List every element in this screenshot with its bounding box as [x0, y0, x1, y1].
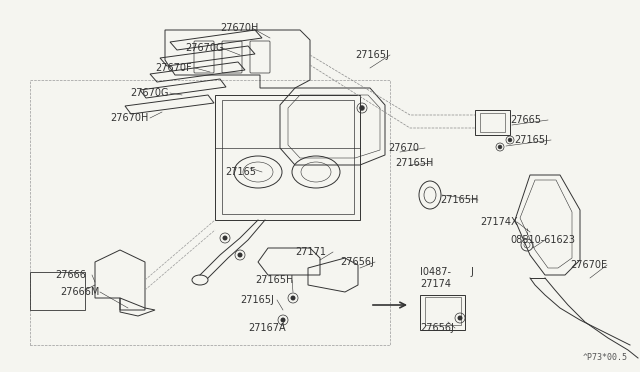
- Circle shape: [237, 253, 243, 257]
- Text: 27670H: 27670H: [110, 113, 148, 123]
- Circle shape: [458, 315, 463, 321]
- Text: 27174: 27174: [420, 279, 451, 289]
- Text: 27165J: 27165J: [514, 135, 548, 145]
- Circle shape: [223, 235, 227, 241]
- Circle shape: [360, 106, 365, 110]
- Text: 27670G: 27670G: [185, 43, 223, 53]
- Text: 27174X: 27174X: [480, 217, 518, 227]
- Text: ^P73*00.5: ^P73*00.5: [583, 353, 628, 362]
- Bar: [30, 272, 85, 310]
- Circle shape: [508, 138, 512, 142]
- Text: J: J: [470, 267, 473, 277]
- Text: 27670E: 27670E: [570, 260, 607, 270]
- Text: 27666M: 27666M: [60, 287, 99, 297]
- Text: 27165H: 27165H: [255, 275, 293, 285]
- Text: 27165J: 27165J: [240, 295, 274, 305]
- Bar: [425, 297, 461, 325]
- Text: 27656J: 27656J: [420, 323, 454, 333]
- Bar: [222, 100, 354, 214]
- Text: 27165: 27165: [225, 167, 256, 177]
- Bar: [215, 95, 360, 220]
- Bar: [475, 110, 510, 135]
- Circle shape: [498, 145, 502, 149]
- Text: 27670: 27670: [388, 143, 419, 153]
- Text: 27171: 27171: [295, 247, 326, 257]
- Text: 27165H: 27165H: [440, 195, 478, 205]
- Text: 27666: 27666: [55, 270, 86, 280]
- Text: 27167A: 27167A: [248, 323, 285, 333]
- Text: 27165J: 27165J: [355, 50, 389, 60]
- Text: I0487-: I0487-: [420, 267, 451, 277]
- Text: 27165H: 27165H: [395, 158, 433, 168]
- Text: 27665: 27665: [510, 115, 541, 125]
- Bar: [420, 295, 465, 330]
- Circle shape: [280, 317, 285, 323]
- Bar: [480, 113, 505, 132]
- Text: 27656J: 27656J: [340, 257, 374, 267]
- Text: 08510-61623: 08510-61623: [510, 235, 575, 245]
- Text: 27670H: 27670H: [220, 23, 259, 33]
- Circle shape: [291, 295, 296, 301]
- Text: 27670G: 27670G: [130, 88, 168, 98]
- Text: 27670F: 27670F: [155, 63, 191, 73]
